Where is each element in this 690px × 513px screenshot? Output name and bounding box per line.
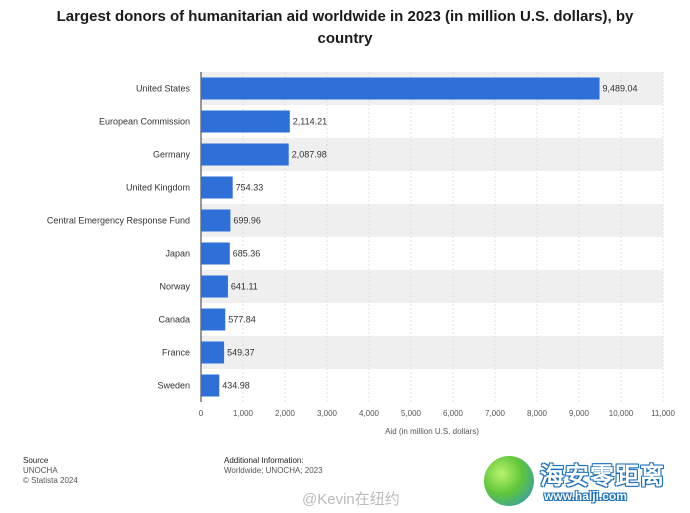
category-label: United States: [136, 84, 191, 94]
row-band: [201, 270, 663, 303]
x-tick-label: 8,000: [527, 409, 548, 418]
category-label: European Commission: [99, 117, 190, 127]
x-tick-label: 11,000: [651, 409, 675, 418]
value-label: 434.98: [222, 381, 250, 391]
x-axis-title: Aid (in million U.S. dollars): [385, 427, 479, 436]
bar: [201, 374, 220, 397]
additional-info-block: Additional Information: Worldwide; UNOCH…: [224, 456, 323, 476]
bar: [201, 77, 600, 100]
value-label: 2,114.21: [293, 117, 327, 127]
value-label: 754.33: [236, 183, 264, 193]
category-label: Germany: [153, 150, 191, 160]
value-label: 685.36: [233, 249, 261, 259]
x-tick-label: 9,000: [569, 409, 590, 418]
bar: [201, 275, 228, 298]
category-label: France: [162, 348, 190, 358]
bar: [201, 143, 289, 166]
x-tick-label: 2,000: [275, 409, 296, 418]
logo-title: 海安零距离: [540, 463, 665, 490]
x-tick-label: 4,000: [359, 409, 380, 418]
category-label: Norway: [159, 282, 190, 292]
site-logo: 海安零距离 www.halji.com: [484, 453, 684, 509]
category-label: Japan: [165, 249, 190, 259]
source-line: UNOCHA: [23, 466, 58, 475]
bar: [201, 308, 226, 331]
logo-emblem-icon: [484, 456, 534, 506]
category-label: United Kingdom: [126, 183, 190, 193]
x-tick-label: 1,000: [233, 409, 254, 418]
value-label: 577.84: [228, 315, 256, 325]
category-label: Canada: [158, 315, 190, 325]
bar-chart: United States 9,489.04 European Commission…: [47, 72, 675, 436]
x-tick-label: 10,000: [609, 409, 634, 418]
additional-info-line: Worldwide; UNOCHA; 2023: [224, 466, 323, 475]
x-tick-label: 0: [199, 409, 204, 418]
bar: [201, 341, 225, 364]
chart-title: Largest donors of humanitarian aid world…: [56, 8, 634, 47]
logo-url: www.halji.com: [544, 489, 627, 503]
bar: [201, 209, 231, 232]
x-tick-label: 5,000: [401, 409, 422, 418]
bar: [201, 242, 230, 265]
copyright-line: © Statista 2024: [23, 476, 78, 485]
bar: [201, 176, 233, 199]
value-label: 549.37: [227, 348, 255, 358]
source-block: Source UNOCHA © Statista 2024: [23, 456, 78, 486]
category-label: Central Emergency Response Fund: [47, 216, 190, 226]
value-label: 9,489.04: [603, 84, 638, 94]
x-tick-label: 6,000: [443, 409, 464, 418]
value-label: 641.11: [231, 282, 258, 292]
row-band: [201, 336, 663, 369]
additional-info-heading: Additional Information:: [224, 456, 304, 465]
bar: [201, 110, 290, 133]
x-tick-label: 3,000: [317, 409, 338, 418]
weibo-watermark: @Kevin在纽约: [302, 491, 400, 508]
x-tick-label: 7,000: [485, 409, 506, 418]
source-heading: Source: [23, 456, 49, 465]
value-label: 2,087.98: [292, 150, 327, 160]
row-band: [201, 204, 663, 237]
value-label: 699.96: [233, 216, 261, 226]
category-label: Sweden: [157, 381, 190, 391]
